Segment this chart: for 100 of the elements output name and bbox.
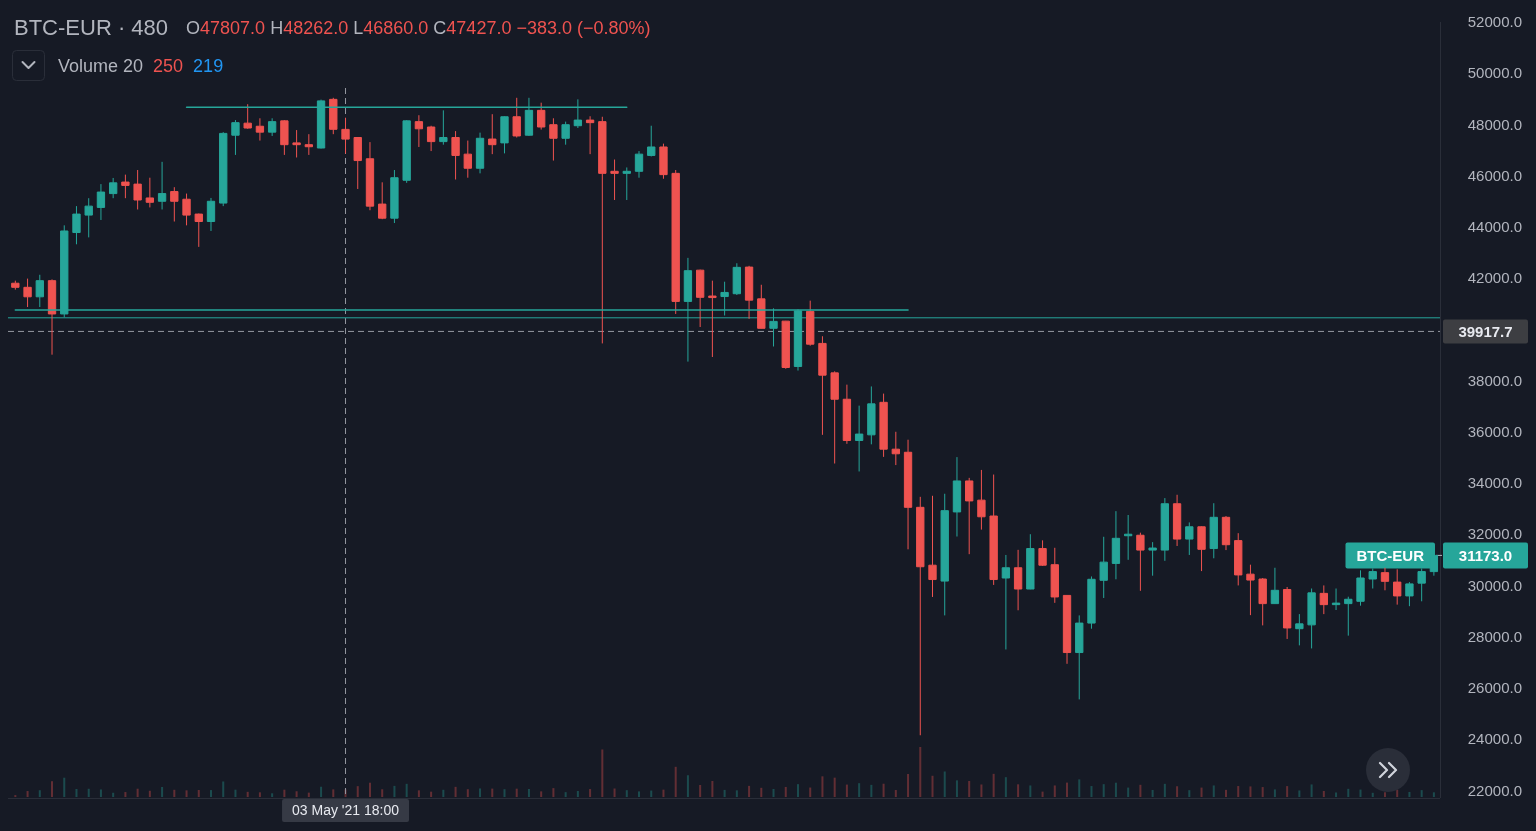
candlestick: [647, 125, 656, 157]
candlestick: [1319, 584, 1328, 615]
y-tick-label: 48000.0: [1467, 115, 1522, 133]
candlestick: [170, 186, 179, 223]
candlestick: [500, 115, 509, 154]
candlestick: [854, 405, 864, 472]
candlestick: [549, 117, 558, 162]
candlestick: [47, 278, 57, 356]
candlestick: [280, 119, 289, 156]
candlestick: [634, 150, 644, 179]
candlestick: [1087, 575, 1096, 630]
annotation: 219: [193, 56, 224, 76]
candlestick: [952, 456, 962, 538]
candlestick: [1344, 596, 1353, 637]
annotation: 250: [153, 56, 184, 76]
y-tick-label: 22000.0: [1467, 781, 1522, 799]
candlestick: [781, 320, 790, 370]
candlestick: [916, 496, 925, 736]
candlestick: [1282, 586, 1292, 640]
candlestick: [928, 495, 937, 598]
y-tick-label: 26000.0: [1467, 679, 1522, 697]
candlestick: [1331, 588, 1341, 611]
candlestick: [867, 385, 876, 445]
candlestick: [891, 431, 900, 466]
chart-title: BTC-EUR · 480: [14, 15, 169, 40]
candlestick: [365, 141, 375, 211]
candlestick: [1258, 577, 1267, 626]
candlestick: [475, 132, 485, 174]
candlestick: [1393, 568, 1402, 606]
candlestick: [830, 370, 839, 465]
annotation: BTC-EUR: [1356, 546, 1425, 564]
y-tick-label: 34000.0: [1467, 474, 1522, 492]
candlestick: [1026, 533, 1035, 590]
candlestick: [1136, 532, 1145, 592]
candlestick: [1197, 525, 1206, 572]
candlestick: [940, 493, 949, 616]
candlestick: [84, 197, 93, 238]
candlestick: [585, 115, 595, 155]
candlestick: [965, 477, 974, 555]
candlestick: [1099, 536, 1108, 599]
y-tick-label: 42000.0: [1467, 269, 1522, 287]
candlestick: [378, 181, 387, 220]
candlestick: [243, 103, 252, 130]
y-tick-label: 30000.0: [1467, 576, 1522, 594]
candlestick: [1185, 521, 1194, 556]
y-tick-label: 24000.0: [1467, 730, 1522, 748]
candlestick: [512, 97, 521, 138]
text: 03 May '21 18:00: [292, 802, 400, 819]
candlestick: [659, 143, 668, 180]
candlestick: [757, 284, 766, 330]
candlestick: [537, 102, 546, 131]
candlestick: [1356, 569, 1365, 607]
candlestick: [879, 393, 888, 458]
candlestick: [329, 97, 338, 135]
candlestick: [267, 117, 277, 137]
candlestick: [292, 129, 301, 158]
y-tick-label: 36000.0: [1467, 423, 1522, 441]
y-tick-label: 32000.0: [1467, 525, 1522, 543]
candlestick: [182, 193, 191, 226]
candlestick: [818, 335, 827, 436]
candlestick: [1075, 614, 1084, 700]
candlestick: [1307, 588, 1316, 649]
candlestick: [561, 121, 570, 146]
candlestick: [1270, 567, 1280, 605]
candlestick: [1148, 541, 1157, 577]
candlestick: [463, 140, 472, 179]
y-tick-label: 38000.0: [1467, 371, 1522, 389]
candlestick: [426, 125, 436, 152]
candlestick: [194, 213, 203, 248]
y-tick-label: 50000.0: [1467, 64, 1522, 82]
candlestick: [732, 262, 742, 296]
y-tick-label: 52000.0: [1467, 13, 1522, 31]
candlestick: [1124, 514, 1133, 561]
candlestick: [1013, 549, 1023, 611]
candlestick: [304, 133, 313, 156]
candlestick: [451, 130, 460, 180]
candlestick: [1295, 613, 1304, 646]
candlestick: [1380, 567, 1390, 591]
candlestick: [806, 300, 815, 347]
candlestick: [1172, 494, 1182, 547]
candlestick: [744, 265, 754, 320]
candlestick: [1038, 539, 1047, 567]
candlestick: [72, 205, 81, 245]
ref-line-label: 39917.7: [1458, 322, 1513, 340]
candlestick: [671, 169, 680, 315]
candlestick: [1209, 502, 1218, 559]
candlestick: [390, 169, 399, 224]
candlestick: [231, 119, 240, 156]
candlestick: [842, 384, 852, 445]
candlestick: [1050, 547, 1059, 604]
text: O47807.0 H48262.0 L46860.0 C47427.0 −383.0 (−0.80%): [186, 18, 651, 38]
candlestick: [219, 131, 228, 207]
candlestick: [1062, 594, 1072, 665]
candlestick: [121, 174, 130, 199]
candlestick: [96, 183, 106, 221]
candlestick: [414, 114, 424, 148]
annotation: Volume 20: [58, 56, 144, 76]
candlestick: [989, 474, 998, 586]
candlestick: [341, 117, 350, 155]
y-tick-label: 44000.0: [1467, 218, 1522, 236]
